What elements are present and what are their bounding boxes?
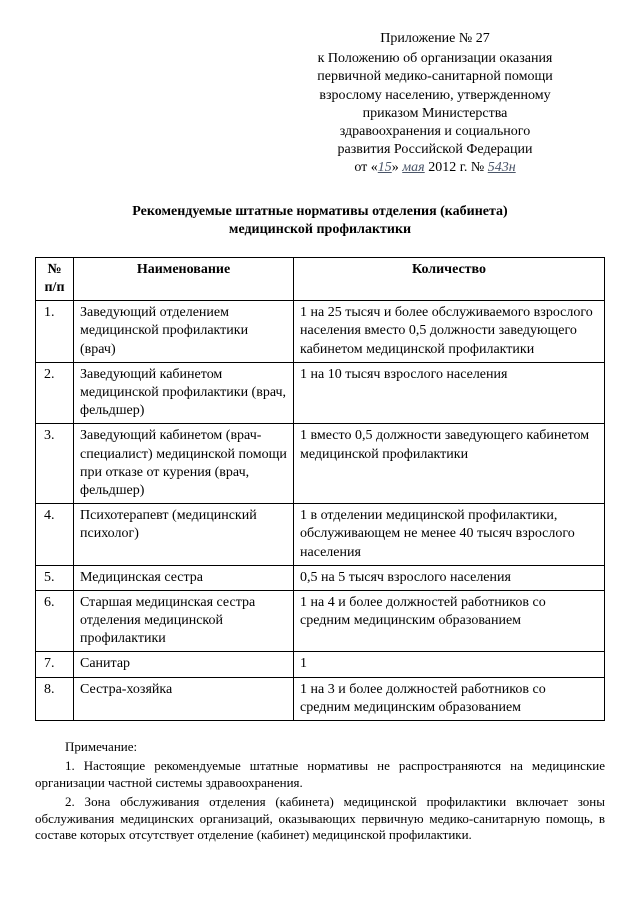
cell-qty: 1 (294, 652, 605, 677)
appendix-number: Приложение № 27 (265, 30, 605, 48)
note-item: 2. Зона обслуживания отделения (кабинета… (35, 794, 605, 845)
cell-num: 8. (36, 677, 74, 720)
notes-block: Примечание: 1. Настоящие рекомендуемые ш… (35, 739, 605, 844)
date-mid: » (392, 160, 403, 175)
header-line: развития Российской Федерации (265, 141, 605, 159)
title-line-2: медицинской профилактики (75, 221, 565, 239)
cell-num: 2. (36, 362, 74, 424)
header-block: Приложение № 27 к Положению об организац… (265, 30, 605, 178)
cell-qty: 1 в отделении медицинской профилактики, … (294, 504, 605, 566)
cell-name: Заведующий отделением медицинской профил… (74, 301, 294, 363)
cell-qty: 1 на 25 тысяч и более обслуживаемого взр… (294, 301, 605, 363)
cell-num: 4. (36, 504, 74, 566)
cell-name: Медицинская сестра (74, 565, 294, 590)
table-row: 4.Психотерапевт (медицинский психолог)1 … (36, 504, 605, 566)
cell-num: 3. (36, 424, 74, 504)
title-line-1: Рекомендуемые штатные нормативы отделени… (75, 203, 565, 221)
cell-num: 7. (36, 652, 74, 677)
cell-qty: 1 на 3 и более должностей работников со … (294, 677, 605, 720)
note-item: 1. Настоящие рекомендуемые штатные норма… (35, 758, 605, 792)
cell-qty: 1 на 10 тысяч взрослого населения (294, 362, 605, 424)
cell-name: Санитар (74, 652, 294, 677)
cell-name: Заведующий кабинетом медицинской профила… (74, 362, 294, 424)
header-line: здравоохранения и социального (265, 123, 605, 141)
cell-num: 1. (36, 301, 74, 363)
cell-num: 6. (36, 590, 74, 652)
date-day: 15 (378, 160, 392, 175)
date-prefix: от « (354, 160, 377, 175)
table-row: 8.Сестра-хозяйка1 на 3 и более должносте… (36, 677, 605, 720)
table-row: 3.Заведующий кабинетом (врач-специалист)… (36, 424, 605, 504)
cell-name: Сестра-хозяйка (74, 677, 294, 720)
cell-num: 5. (36, 565, 74, 590)
cell-name: Психотерапевт (медицинский психолог) (74, 504, 294, 566)
table-row: 2.Заведующий кабинетом медицинской профи… (36, 362, 605, 424)
table-header-row: № п/п Наименование Количество (36, 257, 605, 300)
col-header-name: Наименование (74, 257, 294, 300)
table-row: 7.Санитар1 (36, 652, 605, 677)
table-row: 1.Заведующий отделением медицинской проф… (36, 301, 605, 363)
header-line: первичной медико-санитарной помощи (265, 68, 605, 86)
cell-qty: 1 на 4 и более должностей работников со … (294, 590, 605, 652)
cell-name: Старшая медицинская сестра отделения мед… (74, 590, 294, 652)
document-title: Рекомендуемые штатные нормативы отделени… (75, 203, 565, 239)
date-month: мая (402, 160, 424, 175)
date-year: 2012 г. № (425, 160, 488, 175)
header-line: взрослому населению, утвержденному (265, 87, 605, 105)
header-date-line: от «15» мая 2012 г. № 543н (265, 159, 605, 177)
notes-label: Примечание: (35, 739, 605, 756)
header-line: приказом Министерства (265, 105, 605, 123)
header-line: к Положению об организации оказания (265, 50, 605, 68)
table-row: 5.Медицинская сестра0,5 на 5 тысяч взрос… (36, 565, 605, 590)
date-num: 543н (488, 160, 516, 175)
cell-name: Заведующий кабинетом (врач-специалист) м… (74, 424, 294, 504)
cell-qty: 1 вместо 0,5 должности заведующего кабин… (294, 424, 605, 504)
col-header-num: № п/п (36, 257, 74, 300)
staffing-table: № п/п Наименование Количество 1.Заведующ… (35, 257, 605, 721)
cell-qty: 0,5 на 5 тысяч взрослого населения (294, 565, 605, 590)
table-row: 6.Старшая медицинская сестра отделения м… (36, 590, 605, 652)
col-header-qty: Количество (294, 257, 605, 300)
